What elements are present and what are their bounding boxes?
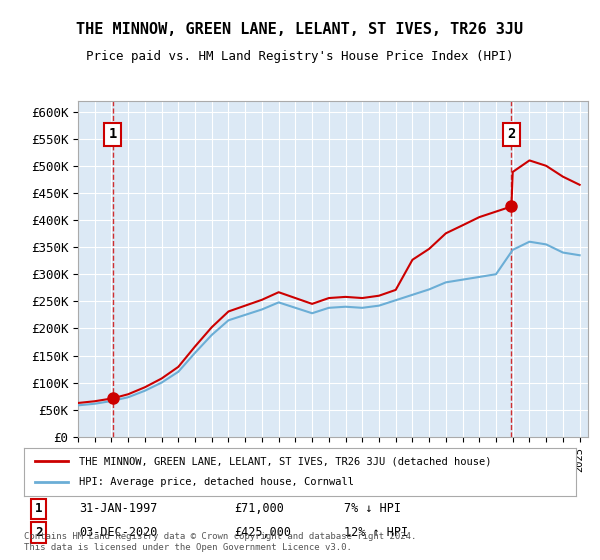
Text: 2: 2 [35,526,43,539]
Text: 12% ↑ HPI: 12% ↑ HPI [344,526,408,539]
Text: Price paid vs. HM Land Registry's House Price Index (HPI): Price paid vs. HM Land Registry's House … [86,50,514,63]
Text: 7% ↓ HPI: 7% ↓ HPI [344,502,401,515]
Text: 1: 1 [109,128,117,142]
Text: £71,000: £71,000 [234,502,284,515]
Text: 03-DEC-2020: 03-DEC-2020 [79,526,158,539]
Text: 2: 2 [507,128,515,142]
Text: Contains HM Land Registry data © Crown copyright and database right 2024.
This d: Contains HM Land Registry data © Crown c… [24,532,416,552]
Text: 31-JAN-1997: 31-JAN-1997 [79,502,158,515]
Text: 1: 1 [35,502,43,515]
Text: THE MINNOW, GREEN LANE, LELANT, ST IVES, TR26 3JU: THE MINNOW, GREEN LANE, LELANT, ST IVES,… [76,22,524,38]
Text: £425,000: £425,000 [234,526,291,539]
Text: HPI: Average price, detached house, Cornwall: HPI: Average price, detached house, Corn… [79,477,354,487]
Text: THE MINNOW, GREEN LANE, LELANT, ST IVES, TR26 3JU (detached house): THE MINNOW, GREEN LANE, LELANT, ST IVES,… [79,456,492,466]
